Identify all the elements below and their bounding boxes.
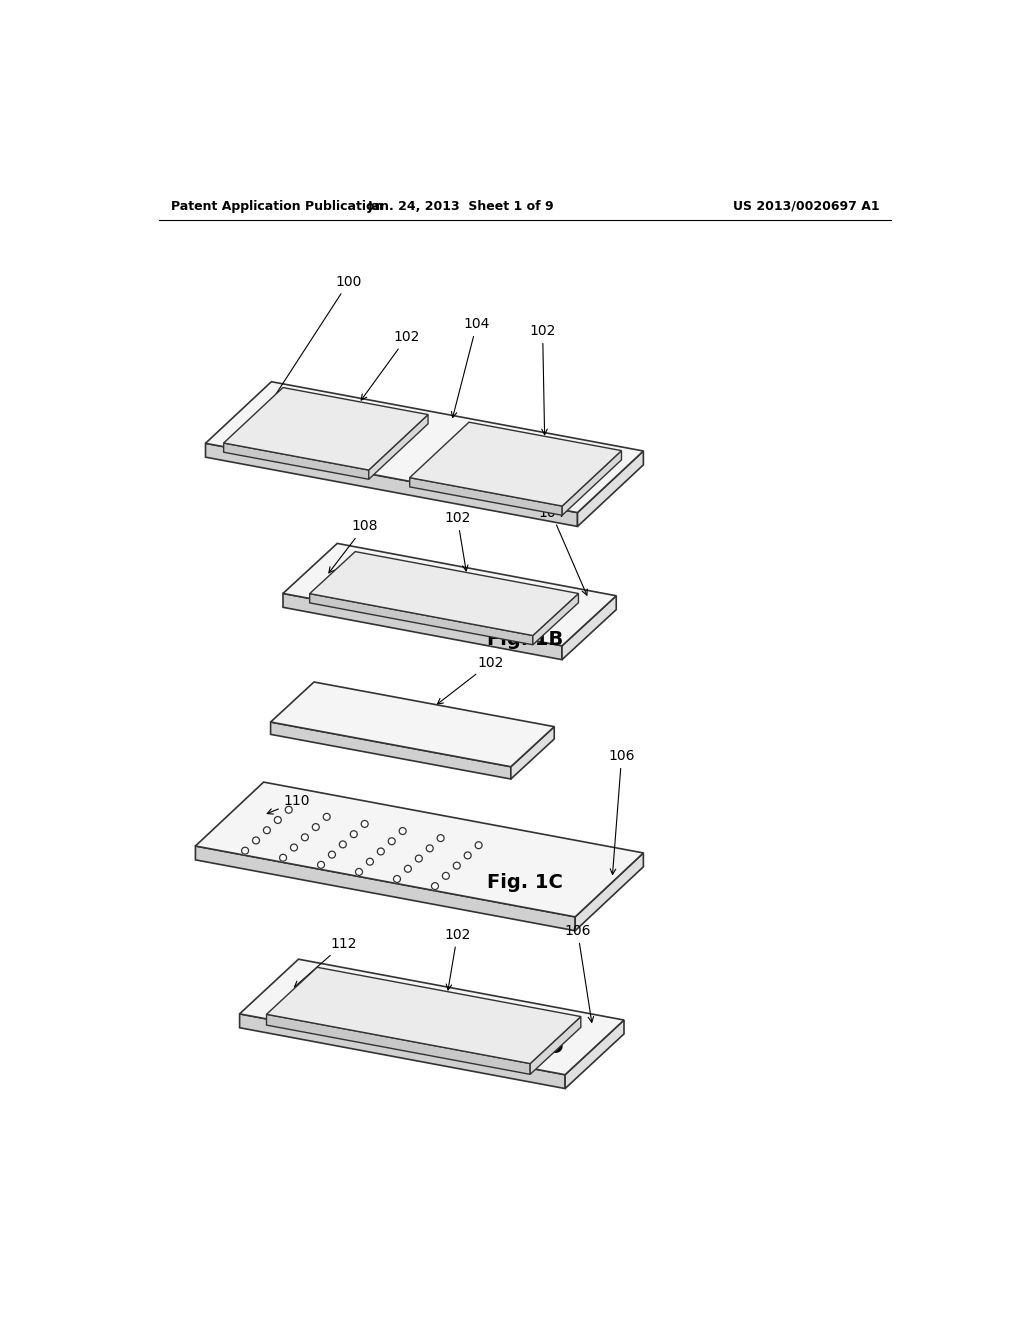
Circle shape [355, 869, 362, 875]
Polygon shape [206, 444, 578, 527]
Polygon shape [410, 478, 562, 515]
Circle shape [426, 845, 433, 851]
Polygon shape [511, 726, 554, 779]
Polygon shape [578, 451, 643, 527]
Circle shape [404, 866, 412, 873]
Text: 104: 104 [538, 506, 587, 595]
Polygon shape [532, 594, 579, 644]
Polygon shape [196, 846, 575, 931]
Polygon shape [266, 1014, 530, 1074]
Text: 112: 112 [295, 937, 356, 987]
Polygon shape [266, 968, 581, 1064]
Text: 102: 102 [361, 330, 420, 400]
Text: Fig. 1A: Fig. 1A [486, 469, 563, 487]
Text: Patent Application Publication: Patent Application Publication [171, 199, 383, 213]
Circle shape [378, 847, 384, 855]
Text: Fig. 1C: Fig. 1C [486, 873, 563, 892]
Text: 102: 102 [444, 928, 471, 990]
Circle shape [263, 826, 270, 834]
Text: 102: 102 [437, 656, 504, 704]
Text: 102: 102 [529, 323, 556, 434]
Polygon shape [309, 594, 532, 644]
Text: 102: 102 [444, 511, 471, 570]
Circle shape [393, 875, 400, 883]
Polygon shape [410, 422, 622, 506]
Circle shape [253, 837, 259, 843]
Circle shape [437, 834, 444, 842]
Circle shape [329, 851, 336, 858]
Polygon shape [283, 544, 616, 645]
Circle shape [399, 828, 407, 834]
Text: 100: 100 [251, 275, 362, 433]
Text: 106: 106 [564, 924, 594, 1022]
Polygon shape [562, 595, 616, 660]
Circle shape [312, 824, 319, 830]
Circle shape [324, 813, 330, 820]
Text: 108: 108 [329, 520, 378, 573]
Circle shape [291, 843, 297, 851]
Circle shape [454, 862, 460, 869]
Text: Jan. 24, 2013  Sheet 1 of 9: Jan. 24, 2013 Sheet 1 of 9 [368, 199, 555, 213]
Text: 106: 106 [608, 748, 635, 874]
Polygon shape [196, 781, 643, 917]
Circle shape [242, 847, 249, 854]
Circle shape [442, 873, 450, 879]
Circle shape [317, 862, 325, 869]
Polygon shape [575, 853, 643, 931]
Polygon shape [240, 1014, 565, 1089]
Circle shape [301, 834, 308, 841]
Polygon shape [562, 450, 622, 515]
Circle shape [367, 858, 374, 865]
Polygon shape [369, 414, 428, 479]
Circle shape [431, 883, 438, 890]
Text: US 2013/0020697 A1: US 2013/0020697 A1 [733, 199, 880, 213]
Polygon shape [309, 552, 579, 635]
Polygon shape [240, 960, 624, 1074]
Polygon shape [283, 594, 562, 660]
Polygon shape [530, 1016, 581, 1074]
Circle shape [274, 817, 282, 824]
Polygon shape [223, 388, 428, 470]
Circle shape [361, 821, 369, 828]
Circle shape [286, 807, 292, 813]
Polygon shape [270, 682, 554, 767]
Circle shape [280, 854, 287, 861]
Circle shape [475, 842, 482, 849]
Polygon shape [206, 381, 643, 512]
Text: 104: 104 [452, 317, 489, 417]
Text: Fig. 1D: Fig. 1D [486, 1039, 563, 1057]
Circle shape [464, 851, 471, 859]
Circle shape [339, 841, 346, 847]
Circle shape [416, 855, 422, 862]
Text: 110: 110 [267, 795, 310, 814]
Circle shape [350, 830, 357, 838]
Polygon shape [565, 1020, 624, 1089]
Circle shape [388, 838, 395, 845]
Polygon shape [223, 444, 369, 479]
Text: Fig. 1B: Fig. 1B [486, 630, 563, 649]
Polygon shape [270, 722, 511, 779]
